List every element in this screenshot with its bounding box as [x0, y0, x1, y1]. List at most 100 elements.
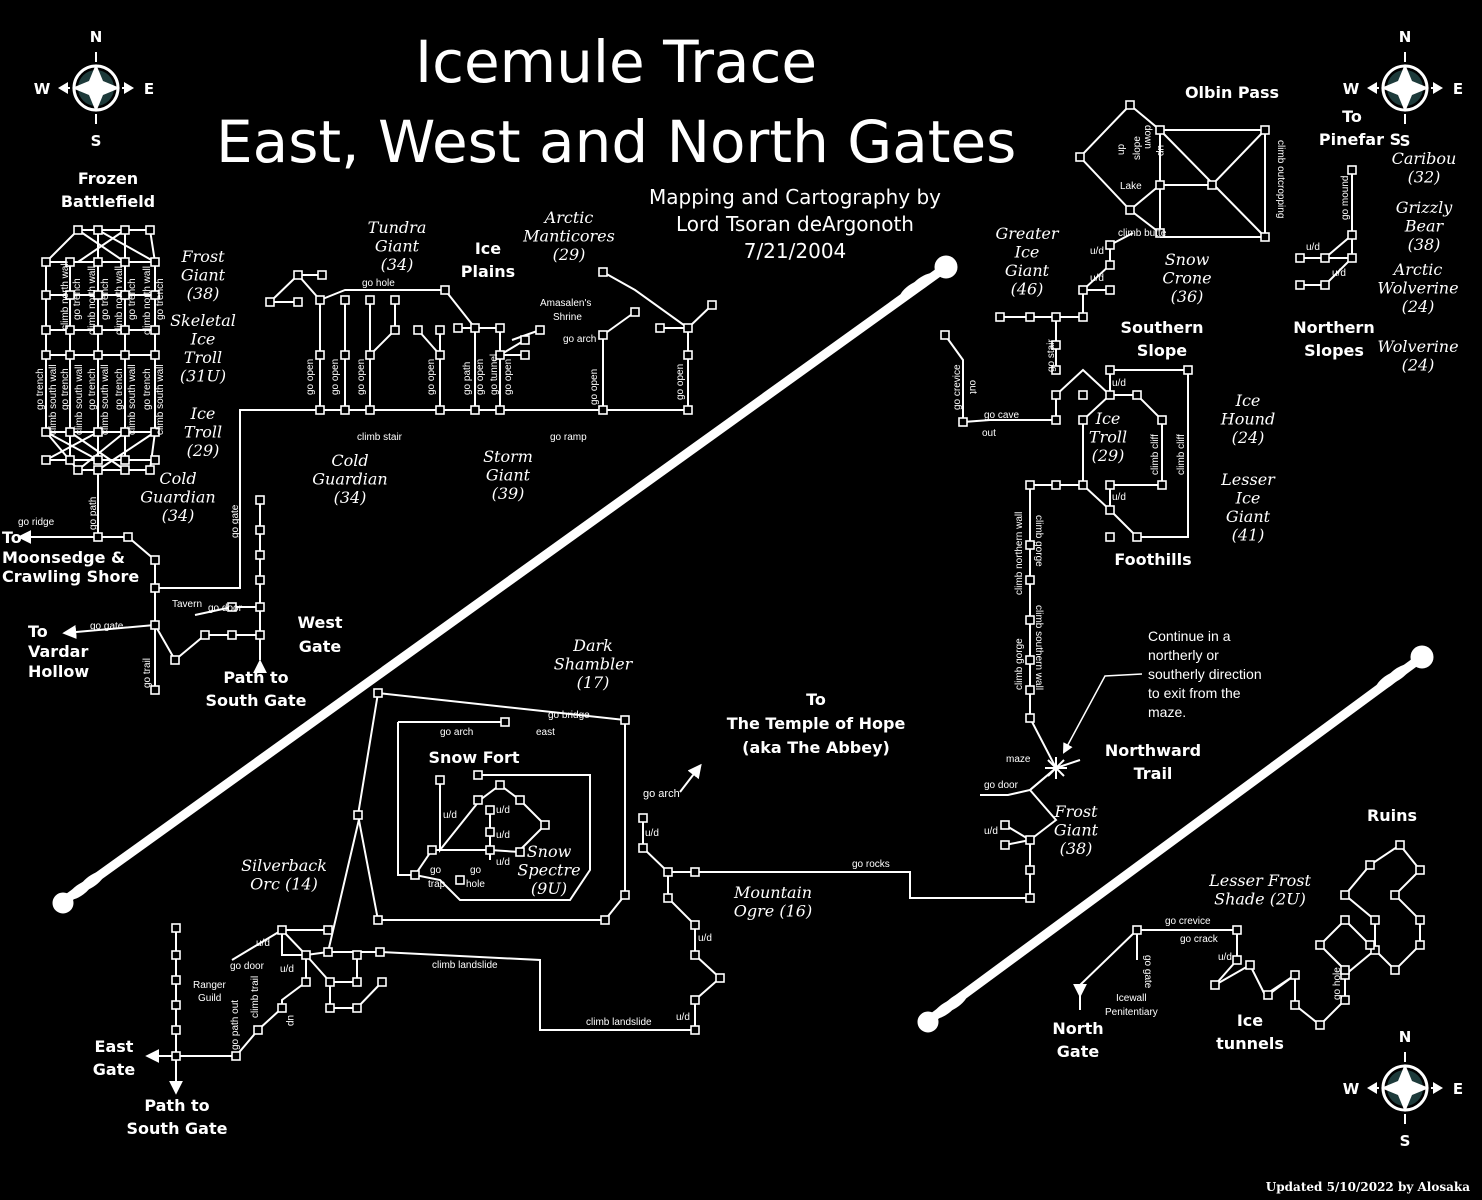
- creature-skeletal-ice-troll: (31U): [180, 367, 226, 386]
- room-node: [65, 257, 75, 267]
- creature-wolverine: Wolverine: [1377, 337, 1458, 356]
- room-node: [515, 795, 525, 805]
- credit-line: Mapping and Cartography by: [649, 185, 941, 209]
- frozen-battlefield-label: Frozen: [78, 169, 138, 188]
- room-node: [93, 427, 103, 437]
- room-node: [1340, 915, 1350, 925]
- compass-south-label: S: [1400, 1132, 1411, 1150]
- room-node: [255, 575, 265, 585]
- room-node: [340, 350, 350, 360]
- to-moonsedge-label: To: [2, 528, 22, 547]
- go-door-label: go door: [230, 961, 265, 972]
- map-title: Icemule Trace: [415, 28, 818, 96]
- creature-ice-troll-e: (29): [1092, 446, 1125, 465]
- room-node: [598, 330, 608, 340]
- room-node: [995, 312, 1005, 322]
- go-trench-label: go trench: [155, 278, 166, 320]
- climb-north-wall-label: climb north wall: [87, 266, 98, 335]
- compass-rose-icon: N S W E: [1343, 1028, 1463, 1150]
- maze-label: maze: [1006, 754, 1031, 765]
- compass-north-label: N: [1399, 1028, 1412, 1046]
- room-node: [663, 893, 673, 903]
- east-label: east: [536, 727, 555, 738]
- room-node: [277, 925, 287, 935]
- creature-dark-shambler: Dark: [572, 636, 613, 655]
- go-rocks-label: go rocks: [852, 859, 890, 870]
- room-node: [227, 602, 237, 612]
- creature-silverback-orc: Orc (14): [250, 875, 318, 894]
- climb-northern-wall-label: climb northern wall: [1014, 512, 1025, 595]
- path-to-south-gate-label: Path to: [223, 668, 288, 687]
- room-node: [373, 915, 383, 925]
- room-node: [707, 300, 717, 310]
- room-node: [683, 405, 693, 415]
- creature-frost-giant-e: Frost: [1053, 802, 1098, 821]
- room-node: [1105, 285, 1115, 295]
- room-node: [473, 795, 483, 805]
- u-d-label: u/d: [984, 826, 998, 837]
- room-node: [352, 977, 362, 987]
- room-node: [435, 325, 445, 335]
- room-node: [1340, 965, 1350, 975]
- go-gate-label: go gate: [230, 504, 241, 538]
- lake-label: Lake: [1120, 181, 1142, 192]
- room-node: [150, 583, 160, 593]
- ice-tunnels-label: tunnels: [1216, 1034, 1284, 1053]
- compass-east-label: E: [1453, 80, 1463, 98]
- creature-frost-giant-e: (38): [1060, 839, 1093, 858]
- room-node: [1155, 180, 1165, 190]
- temple-label: To: [806, 690, 826, 709]
- room-node: [293, 297, 303, 307]
- room-node: [1155, 125, 1165, 135]
- room-node: [1105, 480, 1115, 490]
- go-crevice-label: go crevice: [1165, 916, 1211, 927]
- room-node: [365, 350, 375, 360]
- room-node: [315, 405, 325, 415]
- room-node: [352, 1003, 362, 1013]
- room-node: [620, 890, 630, 900]
- room-node: [340, 405, 350, 415]
- go-trench-label: go trench: [35, 368, 46, 410]
- climb-southern-wall-label: climb southern wall: [1033, 605, 1044, 690]
- go-path-label: go path: [462, 362, 473, 395]
- u-d-label: u/d: [1090, 273, 1104, 284]
- creature-lesser-ice-giant: Ice: [1235, 489, 1261, 508]
- room-node: [1125, 205, 1135, 215]
- creature-cold-guardian-2: Guardian: [312, 470, 387, 489]
- room-node: [515, 847, 525, 857]
- room-node: [638, 843, 648, 853]
- creature-silverback-orc: Silverback: [241, 856, 327, 875]
- maze-star-icon: [1045, 757, 1067, 779]
- map-credit: Mapping and Cartography by Lord Tsoran d…: [640, 184, 950, 265]
- room-node: [1132, 390, 1142, 400]
- ranger-guild-label: Guild: [198, 993, 221, 1004]
- room-node: [1320, 253, 1330, 263]
- ice-tunnels-label: Ice: [1237, 1011, 1263, 1030]
- room-node: [1232, 955, 1242, 965]
- go-arch-label: go arch: [643, 788, 680, 800]
- to-vardar-label: Vardar: [28, 642, 88, 661]
- room-node: [1025, 312, 1035, 322]
- go-trench-label: go trench: [142, 368, 153, 410]
- room-node: [93, 225, 103, 235]
- room-node: [120, 290, 130, 300]
- room-node: [170, 655, 180, 665]
- creature-snow-spectre: Spectre: [517, 861, 580, 880]
- creature-ice-troll-w: (29): [187, 441, 220, 460]
- room-node: [1295, 280, 1305, 290]
- updated-note: Updated 5/10/2022 by Alosaka: [1265, 1180, 1470, 1194]
- up-label: up: [285, 1015, 296, 1027]
- u-d-label: u/d: [443, 810, 457, 821]
- creature-snow-spectre: Snow: [527, 842, 572, 861]
- climb-outcropping-label: climb outcropping: [1275, 140, 1286, 218]
- room-node: [150, 427, 160, 437]
- room-node: [340, 295, 350, 305]
- go-arch-label: go arch: [563, 334, 596, 345]
- foothills-label: Foothills: [1114, 550, 1191, 569]
- go-door-label: go door: [984, 780, 1019, 791]
- room-node: [145, 225, 155, 235]
- room-node: [120, 455, 130, 465]
- climb-north-wall-label: climb north wall: [60, 261, 71, 330]
- go-open-label: go open: [475, 359, 486, 395]
- creature-cold-guardian-2: Cold: [331, 451, 368, 470]
